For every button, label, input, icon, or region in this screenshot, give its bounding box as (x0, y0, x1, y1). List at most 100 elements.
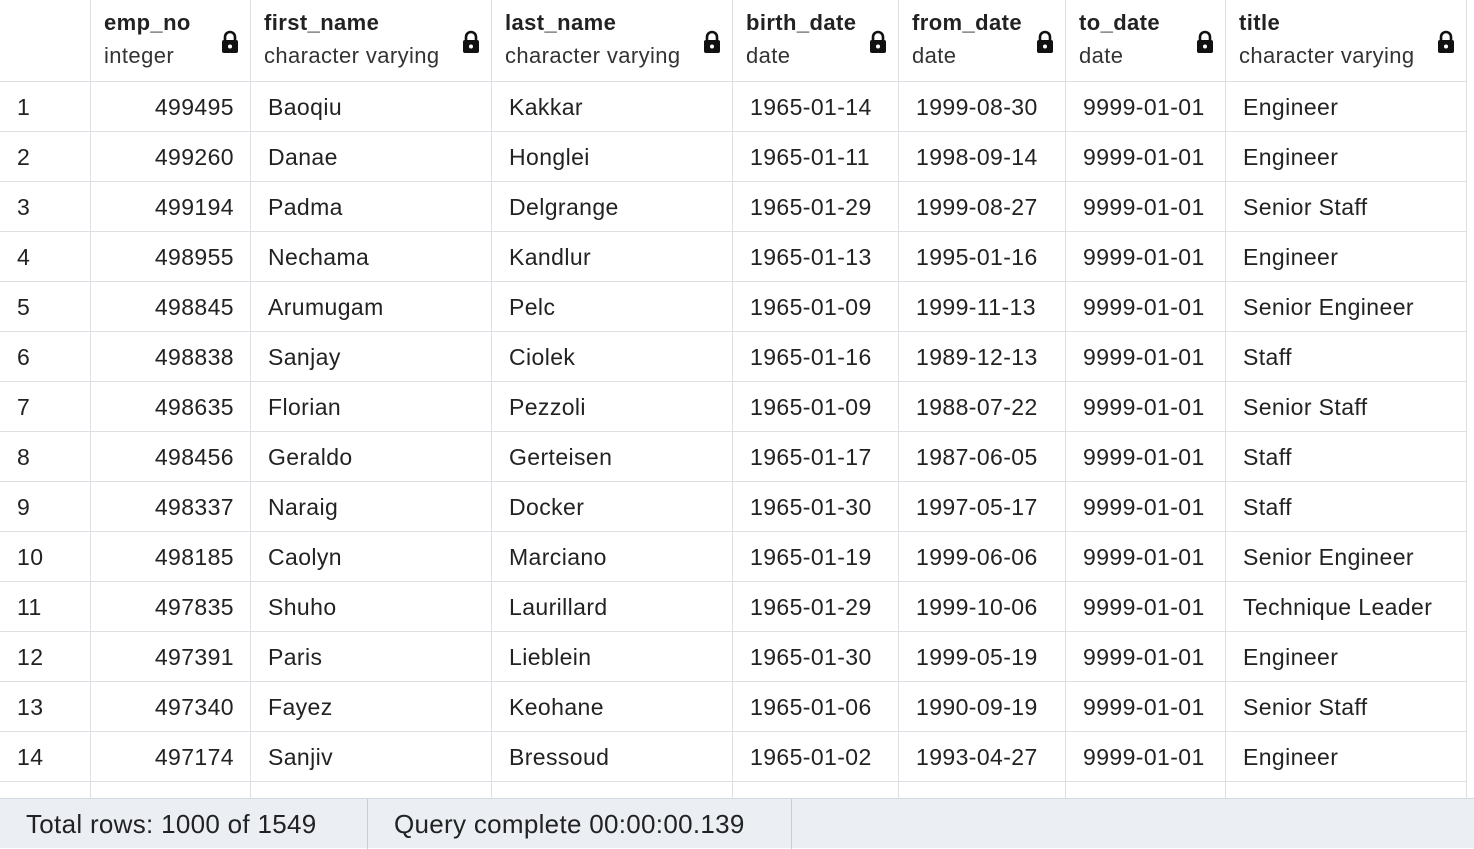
birth-date-cell[interactable]: 1965-01-30 (733, 632, 899, 682)
last-name-cell[interactable]: Pelc (492, 282, 733, 332)
emp-no-cell[interactable]: 499495 (91, 82, 251, 132)
table-row[interactable]: 7 498635 Florian Pezzoli 1965-01-09 1988-07-2… (0, 382, 1474, 432)
to-date-cell[interactable]: 9999-01-01 (1066, 682, 1226, 732)
table-row[interactable]: 11 497835 Shuho Laurillard 1965-01-29 1999-10… (0, 582, 1474, 632)
from-date-cell[interactable]: 1999-11-13 (899, 282, 1066, 332)
from-date-cell[interactable]: 1988-07-22 (899, 382, 1066, 432)
first-name-cell[interactable]: Danae (251, 132, 492, 182)
last-name-cell[interactable]: Marciano (492, 532, 733, 582)
header-rownum[interactable] (0, 0, 91, 82)
last-name-cell[interactable]: Kakkar (492, 82, 733, 132)
to-date-cell[interactable]: 9999-01-01 (1066, 532, 1226, 582)
table-row[interactable]: 9 498337 Naraig Docker 1965-01-30 1997-05-17 9… (0, 482, 1474, 532)
table-row[interactable]: 5 498845 Arumugam Pelc 1965-01-09 1999-11-13 9… (0, 282, 1474, 332)
to-date-cell[interactable]: 9999-01-01 (1066, 382, 1226, 432)
row-number-cell[interactable]: 8 (0, 432, 91, 482)
first-name-cell[interactable]: Sanjiv (251, 732, 492, 782)
emp-no-cell[interactable]: 497835 (91, 582, 251, 632)
birth-date-cell[interactable]: 1965-01-13 (733, 232, 899, 282)
birth-date-cell[interactable]: 1965-01-17 (733, 432, 899, 482)
last-name-cell[interactable]: Lieblein (492, 632, 733, 682)
to-date-cell[interactable]: 9999-01-01 (1066, 332, 1226, 382)
title-cell[interactable]: Engineer (1226, 82, 1467, 132)
row-number-cell[interactable]: 3 (0, 182, 91, 232)
first-name-cell[interactable]: Naraig (251, 482, 492, 532)
column-header-emp-no[interactable]: emp_no integer (91, 0, 251, 82)
row-number-cell[interactable]: 12 (0, 632, 91, 682)
last-name-cell[interactable]: Bressoud (492, 732, 733, 782)
first-name-cell[interactable]: Caolyn (251, 532, 492, 582)
from-date-cell[interactable]: 1995-01-16 (899, 232, 1066, 282)
to-date-cell[interactable]: 9999-01-01 (1066, 82, 1226, 132)
last-name-cell[interactable]: Kandlur (492, 232, 733, 282)
emp-no-cell[interactable]: 499260 (91, 132, 251, 182)
title-cell[interactable]: Senior Staff (1226, 182, 1467, 232)
row-number-cell[interactable]: 1 (0, 82, 91, 132)
row-number-cell[interactable]: 13 (0, 682, 91, 732)
table-row[interactable]: 6 498838 Sanjay Ciolek 1965-01-16 1989-12-13 9… (0, 332, 1474, 382)
column-header-from-date[interactable]: from_date date (899, 0, 1066, 82)
table-row[interactable]: 13 497340 Fayez Keohane 1965-01-06 1990-09-19… (0, 682, 1474, 732)
emp-no-cell[interactable]: 497391 (91, 632, 251, 682)
last-name-cell[interactable]: Delgrange (492, 182, 733, 232)
table-row[interactable]: 14 497174 Sanjiv Bressoud 1965-01-02 1993-04-… (0, 732, 1474, 782)
row-number-cell[interactable]: 10 (0, 532, 91, 582)
to-date-cell[interactable]: 9999-01-01 (1066, 582, 1226, 632)
emp-no-cell[interactable]: 499194 (91, 182, 251, 232)
to-date-cell[interactable]: 9999-01-01 (1066, 132, 1226, 182)
birth-date-cell[interactable]: 1965-01-29 (733, 582, 899, 632)
emp-no-cell[interactable]: 497340 (91, 682, 251, 732)
emp-no-cell[interactable]: 498838 (91, 332, 251, 382)
column-header-title[interactable]: title character varying (1226, 0, 1467, 82)
emp-no-cell[interactable]: 498635 (91, 382, 251, 432)
first-name-cell[interactable]: Arumugam (251, 282, 492, 332)
first-name-cell[interactable]: Sanjay (251, 332, 492, 382)
emp-no-cell[interactable]: 498337 (91, 482, 251, 532)
from-date-cell[interactable]: 1987-06-05 (899, 432, 1066, 482)
from-date-cell[interactable]: 1993-04-27 (899, 732, 1066, 782)
last-name-cell[interactable]: Docker (492, 482, 733, 532)
from-date-cell[interactable]: 1997-05-17 (899, 482, 1066, 532)
title-cell[interactable]: Engineer (1226, 732, 1467, 782)
from-date-cell[interactable]: 1999-08-30 (899, 82, 1066, 132)
table-row[interactable]: 4 498955 Nechama Kandlur 1965-01-13 1995-01-1… (0, 232, 1474, 282)
from-date-cell[interactable]: 1990-09-19 (899, 682, 1066, 732)
title-cell[interactable]: Senior Staff (1226, 682, 1467, 732)
to-date-cell[interactable]: 9999-01-01 (1066, 232, 1226, 282)
emp-no-cell[interactable]: 498456 (91, 432, 251, 482)
from-date-cell[interactable]: 1999-06-06 (899, 532, 1066, 582)
column-header-last-name[interactable]: last_name character varying (492, 0, 733, 82)
birth-date-cell[interactable]: 1965-01-29 (733, 182, 899, 232)
row-number-cell[interactable]: 6 (0, 332, 91, 382)
title-cell[interactable]: Senior Staff (1226, 382, 1467, 432)
from-date-cell[interactable]: 1998-09-14 (899, 132, 1066, 182)
first-name-cell[interactable]: Geraldo (251, 432, 492, 482)
birth-date-cell[interactable]: 1965-01-14 (733, 82, 899, 132)
first-name-cell[interactable]: Shuho (251, 582, 492, 632)
column-header-first-name[interactable]: first_name character varying (251, 0, 492, 82)
row-number-cell[interactable]: 9 (0, 482, 91, 532)
to-date-cell[interactable]: 9999-01-01 (1066, 482, 1226, 532)
table-row[interactable]: 12 497391 Paris Lieblein 1965-01-30 1999-05-1… (0, 632, 1474, 682)
birth-date-cell[interactable]: 1965-01-16 (733, 332, 899, 382)
first-name-cell[interactable]: Nechama (251, 232, 492, 282)
from-date-cell[interactable]: 1999-05-19 (899, 632, 1066, 682)
emp-no-cell[interactable]: 498955 (91, 232, 251, 282)
birth-date-cell[interactable]: 1965-01-11 (733, 132, 899, 182)
column-header-birth-date[interactable]: birth_date date (733, 0, 899, 82)
table-row[interactable]: 8 498456 Geraldo Gerteisen 1965-01-17 1987-06… (0, 432, 1474, 482)
first-name-cell[interactable]: Paris (251, 632, 492, 682)
birth-date-cell[interactable]: 1965-01-02 (733, 732, 899, 782)
last-name-cell[interactable]: Gerteisen (492, 432, 733, 482)
last-name-cell[interactable]: Keohane (492, 682, 733, 732)
to-date-cell[interactable]: 9999-01-01 (1066, 732, 1226, 782)
from-date-cell[interactable]: 1999-08-27 (899, 182, 1066, 232)
title-cell[interactable]: Engineer (1226, 132, 1467, 182)
row-number-cell[interactable]: 2 (0, 132, 91, 182)
row-number-cell[interactable]: 4 (0, 232, 91, 282)
title-cell[interactable]: Senior Engineer (1226, 532, 1467, 582)
title-cell[interactable]: Engineer (1226, 632, 1467, 682)
row-number-cell[interactable]: 14 (0, 732, 91, 782)
first-name-cell[interactable]: Florian (251, 382, 492, 432)
last-name-cell[interactable]: Ciolek (492, 332, 733, 382)
